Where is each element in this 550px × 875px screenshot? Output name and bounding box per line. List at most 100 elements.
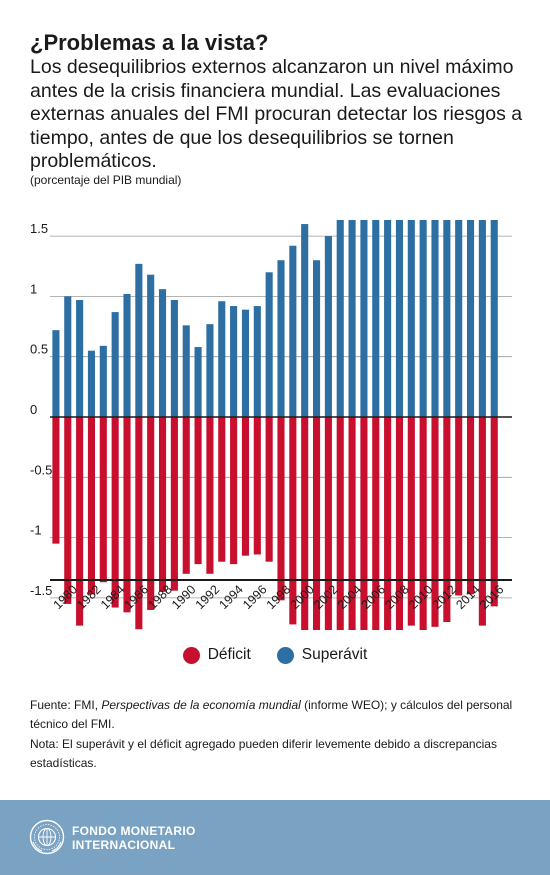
deficit-bar-2006	[372, 417, 380, 630]
superavit-bar-2007	[384, 220, 392, 417]
deficit-bar-1996	[253, 417, 261, 555]
superavit-bar-1980	[64, 296, 72, 417]
superavit-bar-2004	[348, 220, 356, 417]
legend-item-superavit[interactable]: Superávit	[276, 645, 367, 665]
y-tick-label: 1	[30, 281, 37, 296]
superavit-bar-1993	[218, 301, 226, 417]
superavit-bar-2001	[312, 260, 321, 417]
superavit-bar-2003	[336, 220, 344, 417]
legend-label-deficit: Déficit	[207, 646, 251, 663]
deficit-bar-1998	[277, 417, 285, 601]
deficit-bar-2002	[324, 417, 332, 630]
x-tick-label: 1984	[98, 582, 128, 612]
deficit-bar-1990	[182, 417, 190, 574]
superavit-bar-1983	[99, 345, 107, 417]
org-name-line1: FONDO MONETARIO	[72, 824, 196, 838]
deficit-bar-1981	[76, 417, 84, 626]
superavit-bar-1988	[158, 289, 167, 417]
imf-logotype[interactable]: FONDO MONETARIO INTERNACIONAL	[72, 824, 196, 852]
superavit-bar-2013	[455, 220, 463, 417]
deficit-bar-2014	[466, 417, 475, 595]
deficit-bar-1980	[64, 417, 72, 604]
superavit-bar-1997	[265, 272, 273, 417]
superavit-bar-1985	[123, 293, 131, 417]
y-tick-label: 1.5	[30, 221, 48, 236]
deficit-bar-1988	[158, 417, 167, 592]
superavit-bar-1998	[277, 260, 285, 417]
deficit-bar-2008	[395, 417, 404, 630]
superavit-bar-2008	[395, 220, 404, 417]
superavit-bar-1992	[206, 324, 214, 417]
superavit-bar-2002	[324, 236, 332, 417]
superavit-bar-1979	[52, 330, 60, 417]
superavit-bar-2011	[431, 220, 439, 417]
deficit-bar-1997	[265, 417, 273, 562]
x-tick-label: 1992	[193, 582, 223, 612]
superavit-bar-1996	[253, 306, 261, 417]
unit-note: (porcentaje del PIB mundial)	[30, 173, 182, 187]
deficit-bar-2016	[490, 417, 498, 607]
deficit-bar-1983	[99, 417, 107, 583]
deficit-dot-icon	[182, 646, 200, 664]
superavit-bar-2015	[478, 220, 486, 417]
x-tick-label: 1980	[51, 582, 81, 612]
deficit-bar-2001	[312, 417, 321, 630]
superavit-dot-icon	[276, 646, 294, 664]
deficit-bar-1982	[87, 417, 96, 595]
superavit-bar-2010	[419, 220, 427, 417]
deficit-bar-1989	[170, 417, 178, 591]
deficit-bar-2013	[455, 417, 463, 596]
y-tick-label: -0.5	[30, 462, 52, 477]
superavit-bar-1995	[241, 309, 250, 417]
superavit-bar-2016	[490, 220, 498, 417]
source-publication: Perspectivas de la economía mundial	[101, 698, 301, 712]
deficit-bar-1991	[194, 417, 202, 565]
y-tick-label: 0.5	[30, 342, 48, 357]
deficit-bar-2004	[348, 417, 356, 630]
chart-subtitle: Los desequilibrios externos alcanzaron u…	[30, 56, 523, 172]
source-note: Fuente: FMI, Perspectivas de la economía…	[30, 698, 513, 731]
superavit-bar-2006	[372, 220, 380, 417]
deficit-bar-1987	[147, 417, 155, 610]
x-tick-label: 1994	[216, 582, 246, 612]
superavit-bar-1989	[170, 300, 178, 417]
deficit-bar-2009	[407, 417, 415, 626]
deficit-bar-1995	[241, 417, 250, 556]
deficit-bar-1984	[111, 417, 119, 608]
superavit-bar-2009	[407, 220, 415, 417]
imf-seal-icon	[29, 819, 65, 855]
x-tick-label: 1996	[240, 582, 270, 612]
deficit-bar-2011	[431, 417, 439, 627]
deficit-bar-1985	[123, 417, 131, 613]
legend-item-deficit[interactable]: Déficit	[182, 645, 251, 665]
superavit-bar-1986	[135, 263, 143, 417]
deficit-bar-2003	[336, 417, 344, 630]
y-tick-label: -1	[30, 523, 42, 538]
y-tick-labels: 2.521.510.50-0.5-1-1.5-2-2.5	[30, 221, 52, 598]
deficit-bar-1999	[289, 417, 297, 625]
deficit-bar-2012	[443, 417, 451, 623]
deficit-bar-1979	[52, 417, 60, 544]
deficit-bar-2010	[419, 417, 427, 630]
superavit-bar-2012	[443, 220, 451, 417]
axes	[50, 416, 512, 581]
deficit-bar-1993	[218, 417, 226, 562]
footer-bar: FONDO MONETARIO INTERNACIONAL	[0, 800, 550, 875]
deficit-bar-1992	[206, 417, 214, 574]
deficit-bar-2005	[360, 417, 368, 630]
x-tick-label: 1998	[264, 582, 294, 612]
deficit-bar-1986	[135, 417, 143, 630]
superavit-bar-1990	[182, 325, 190, 417]
bar-chart: 2.521.510.50-0.5-1-1.5-2-2.5 19801982198…	[30, 220, 512, 630]
deficit-bar-2000	[301, 417, 309, 630]
superavit-bar-1991	[194, 347, 202, 417]
notes: Fuente: FMI, Perspectivas de la economía…	[30, 696, 525, 774]
superavit-bar-1994	[230, 306, 238, 417]
deficit-bar-2015	[478, 417, 486, 626]
bars	[52, 220, 498, 630]
deficit-bar-1994	[230, 417, 238, 565]
superavit-bar-1984	[111, 312, 119, 417]
legend: Déficit Superávit	[0, 645, 550, 665]
discrepancy-note: Nota: El superávit y el déficit agregado…	[30, 737, 497, 770]
y-tick-label: 0	[30, 402, 37, 417]
